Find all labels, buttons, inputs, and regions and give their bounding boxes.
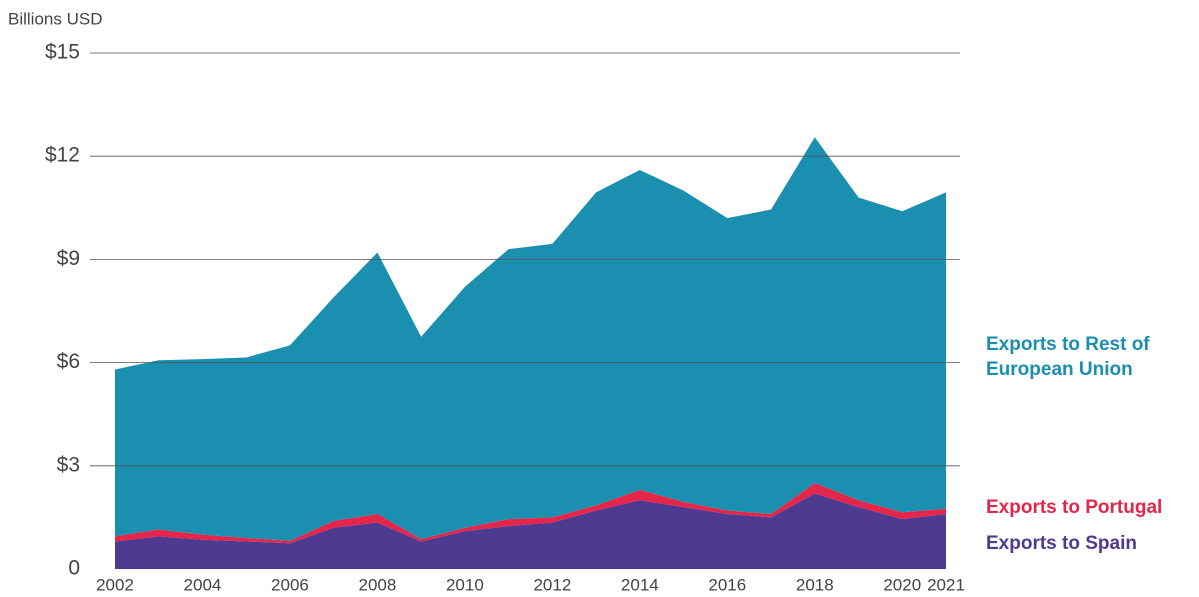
y-tick-label: $3: [57, 453, 80, 476]
x-tick-label: 2012: [533, 575, 571, 594]
x-tick-label: 2014: [621, 575, 659, 594]
x-tick-label: 2016: [708, 575, 746, 594]
x-tick-label: 2021: [927, 575, 965, 594]
x-tick-label: 2008: [359, 575, 397, 594]
x-tick-label: 2010: [446, 575, 484, 594]
y-tick-label: $9: [57, 247, 80, 270]
area: [115, 137, 946, 541]
x-tick-label: 2004: [184, 575, 222, 594]
legend-label: Exports to Spain: [986, 533, 1137, 554]
y-axis-label: Billions USD: [8, 9, 102, 28]
y-tick-label: 0: [68, 557, 80, 580]
legend-label: Exports to Rest of European Union: [986, 334, 1150, 380]
y-tick-label: $6: [57, 350, 80, 373]
legend-label: Exports to Portugal: [986, 497, 1163, 518]
x-tick-label: 2006: [271, 575, 309, 594]
x-tick-label: 2002: [96, 575, 134, 594]
area: [115, 493, 946, 569]
x-tick-label: 2020: [883, 575, 921, 594]
y-tick-label: $15: [45, 41, 80, 64]
y-tick-label: $12: [45, 144, 80, 167]
area: [115, 483, 946, 544]
x-tick-label: 2018: [796, 575, 834, 594]
